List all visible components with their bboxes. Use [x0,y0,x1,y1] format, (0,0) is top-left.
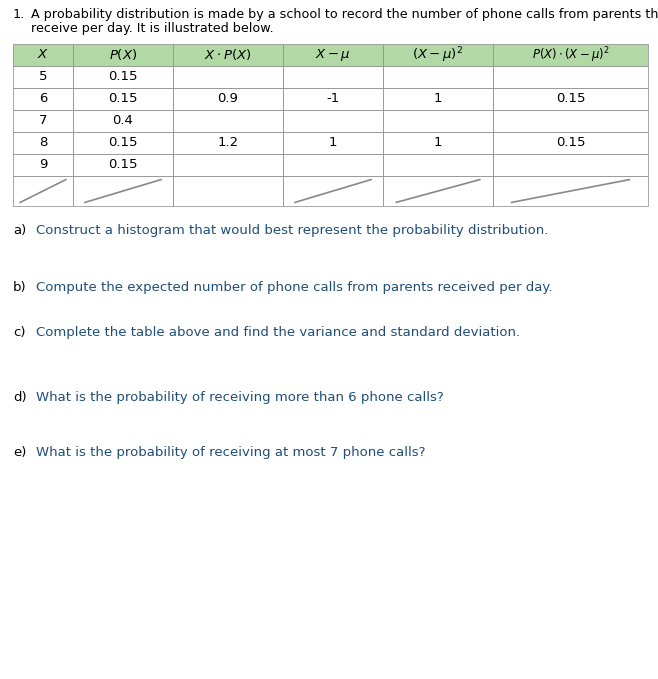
Bar [283,110,383,132]
Bar [73,110,173,132]
Text: c): c) [13,326,26,339]
Bar [173,110,283,132]
Text: 0.4: 0.4 [113,115,134,128]
Bar [383,110,493,132]
Text: 1: 1 [434,92,442,105]
Bar [173,176,283,206]
Text: 5: 5 [39,71,47,84]
Text: Complete the table above and find the variance and standard deviation.: Complete the table above and find the va… [36,326,520,339]
Text: $P(X)$: $P(X)$ [109,48,137,62]
Text: A probability distribution is made by a school to record the number of phone cal: A probability distribution is made by a … [31,8,658,21]
Bar [493,66,648,88]
Text: What is the probability of receiving at most 7 phone calls?: What is the probability of receiving at … [36,446,426,459]
Text: a): a) [13,224,26,237]
Text: 1.2: 1.2 [217,136,239,149]
Bar [283,88,383,110]
Bar [13,154,73,176]
Bar [493,110,648,132]
Text: e): e) [13,446,26,459]
Text: 1: 1 [434,136,442,149]
Bar [73,88,173,110]
Text: $(X-\mu)^2$: $(X-\mu)^2$ [413,45,464,65]
Bar [383,44,493,66]
Bar [73,66,173,88]
Bar [173,154,283,176]
Text: Compute the expected number of phone calls from parents received per day.: Compute the expected number of phone cal… [36,281,553,294]
Text: 1: 1 [329,136,338,149]
Bar [73,44,173,66]
Text: 0.15: 0.15 [556,92,585,105]
Text: $X \cdot P(X)$: $X \cdot P(X)$ [205,48,251,62]
Text: 1.: 1. [13,8,25,21]
Bar [13,132,73,154]
Bar [493,154,648,176]
Text: 8: 8 [39,136,47,149]
Bar [13,44,73,66]
Bar [13,88,73,110]
Text: 7: 7 [39,115,47,128]
Bar [283,66,383,88]
Bar [173,132,283,154]
Bar [13,44,648,66]
Bar [173,44,283,66]
Text: $X$: $X$ [37,48,49,62]
Bar [383,154,493,176]
Text: d): d) [13,391,26,404]
Text: 0.15: 0.15 [109,136,138,149]
Bar [493,44,648,66]
Bar [73,176,173,206]
Bar [283,154,383,176]
Bar [73,132,173,154]
Text: 0.15: 0.15 [556,136,585,149]
Text: 9: 9 [39,158,47,172]
Text: 0.9: 0.9 [218,92,238,105]
Bar [13,66,73,88]
Text: 0.15: 0.15 [109,158,138,172]
Bar [73,154,173,176]
Bar [283,44,383,66]
Text: Construct a histogram that would best represent the probability distribution.: Construct a histogram that would best re… [36,224,548,237]
Bar [493,132,648,154]
Bar [383,66,493,88]
Bar [283,132,383,154]
Text: 0.15: 0.15 [109,71,138,84]
Bar [383,88,493,110]
Bar [13,110,73,132]
Text: What is the probability of receiving more than 6 phone calls?: What is the probability of receiving mor… [36,391,443,404]
Text: $P(X) \cdot (X-\mu)^2$: $P(X) \cdot (X-\mu)^2$ [532,45,609,65]
Bar [493,176,648,206]
Text: receive per day. It is illustrated below.: receive per day. It is illustrated below… [31,22,274,35]
Bar [13,176,73,206]
Bar [493,88,648,110]
Text: $X-\mu$: $X-\mu$ [315,47,351,63]
Bar [173,88,283,110]
Text: -1: -1 [326,92,340,105]
Text: 6: 6 [39,92,47,105]
Text: b): b) [13,281,26,294]
Bar [383,176,493,206]
Bar [283,176,383,206]
Bar [173,66,283,88]
Text: 0.15: 0.15 [109,92,138,105]
Bar [383,132,493,154]
